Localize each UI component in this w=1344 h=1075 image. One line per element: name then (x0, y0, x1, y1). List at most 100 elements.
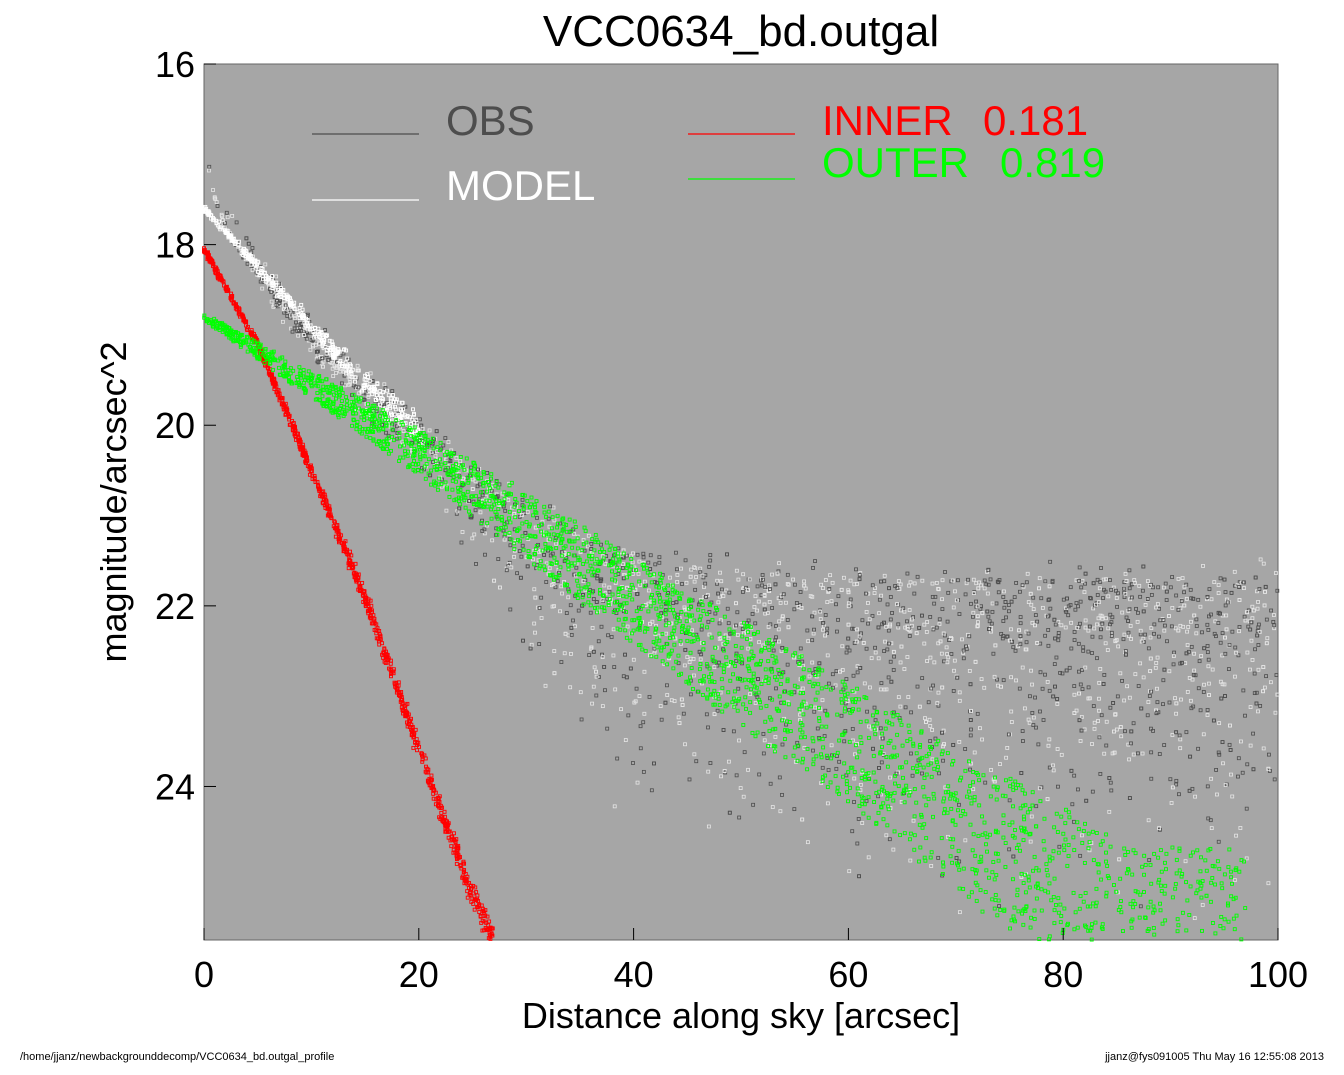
obs-point (943, 570, 947, 574)
obs-point (293, 316, 297, 321)
model-point (288, 298, 293, 303)
obs-point (693, 587, 698, 592)
obs-point (1131, 721, 1136, 726)
obs-point (846, 622, 851, 627)
obs-point (1198, 604, 1203, 609)
obs-point (518, 575, 523, 580)
model-point (249, 262, 254, 267)
obs-point (632, 568, 636, 573)
obs-point (703, 581, 708, 586)
obs-point (886, 628, 891, 633)
obs-point (576, 608, 581, 613)
obs-point (600, 704, 605, 709)
obs-point (655, 580, 659, 585)
obs-point (1139, 706, 1144, 711)
obs-point (928, 687, 933, 692)
obs-point (277, 301, 282, 306)
obs-point (957, 690, 962, 695)
obs-point (737, 738, 741, 743)
obs-point (1170, 733, 1175, 737)
obs-point (1262, 603, 1267, 608)
inner-point (307, 472, 312, 477)
obs-point (1054, 655, 1059, 660)
obs-point (457, 465, 462, 470)
obs-point (736, 577, 741, 582)
obs-point (1095, 593, 1100, 597)
obs-point (842, 739, 847, 744)
obs-point (786, 582, 791, 587)
obs-point (846, 590, 851, 595)
obs-point (969, 708, 973, 713)
obs-point (922, 622, 927, 627)
model-point (410, 417, 415, 422)
obs-point (774, 686, 778, 691)
obs-point (1011, 854, 1016, 859)
obs-point (1245, 610, 1249, 615)
obs-point (1100, 621, 1105, 626)
obs-point (979, 677, 984, 682)
model-point (409, 430, 414, 435)
obs-point (1197, 659, 1202, 664)
obs-point (895, 585, 900, 590)
obs-point (480, 499, 485, 503)
obs-point (1200, 630, 1204, 635)
obs-point (834, 766, 839, 771)
obs-point (1257, 587, 1262, 591)
obs-point (1174, 782, 1179, 787)
obs-point (746, 646, 751, 651)
obs-point (811, 566, 815, 570)
obs-point (980, 737, 984, 742)
inner-series (202, 246, 495, 941)
obs-point (508, 543, 513, 548)
model-point (257, 273, 262, 277)
obs-point (1033, 623, 1037, 628)
obs-point (1123, 649, 1128, 653)
obs-point (717, 636, 722, 641)
model-point (301, 316, 306, 321)
obs-point (1145, 597, 1150, 601)
obs-point (557, 570, 561, 575)
obs-point (1165, 639, 1169, 644)
obs-point (284, 306, 289, 311)
obs-point (1104, 743, 1109, 748)
obs-point (642, 711, 647, 716)
obs-point (1129, 729, 1134, 734)
obs-point (1110, 751, 1115, 756)
obs-point (850, 626, 855, 631)
obs-point (1050, 580, 1055, 585)
obs-point (1024, 580, 1029, 585)
obs-point (647, 694, 652, 699)
obs-point (473, 479, 478, 484)
obs-point (1274, 571, 1278, 575)
obs-point (1212, 580, 1217, 585)
obs-point (1140, 588, 1145, 593)
obs-point (763, 585, 768, 590)
obs-point (1201, 690, 1206, 694)
obs-point (275, 298, 279, 303)
obs-point (869, 656, 874, 661)
obs-point (1261, 746, 1266, 751)
obs-point (986, 567, 991, 572)
obs-point (429, 449, 434, 454)
obs-point (484, 523, 489, 528)
obs-point (746, 588, 750, 593)
obs-point (1176, 628, 1181, 633)
model-point (399, 411, 404, 416)
obs-point (821, 621, 826, 625)
model-point (330, 342, 335, 347)
obs-point (583, 578, 588, 583)
obs-point (1109, 587, 1114, 592)
obs-point (727, 810, 732, 815)
obs-point (417, 417, 422, 422)
obs-point (263, 262, 268, 267)
obs-point (648, 553, 653, 558)
obs-point (761, 751, 766, 756)
obs-point (910, 773, 915, 778)
obs-point (1045, 797, 1050, 802)
obs-point (586, 533, 591, 538)
obs-point (1116, 644, 1121, 649)
obs-point (990, 601, 995, 606)
obs-point (826, 589, 831, 594)
obs-point (957, 698, 962, 703)
